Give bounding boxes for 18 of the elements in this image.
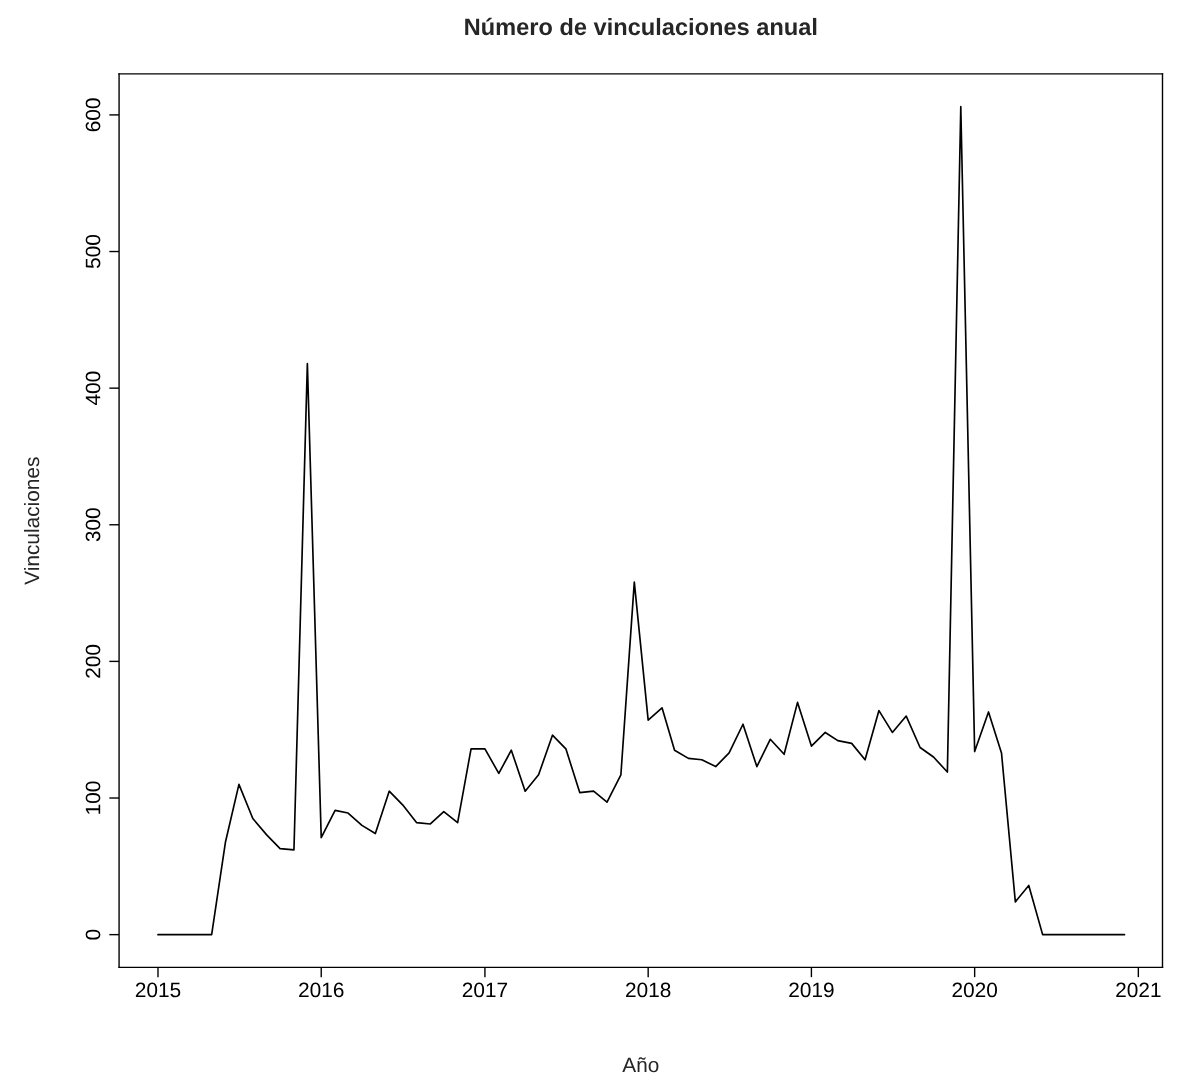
y-tick-label: 500 <box>85 234 101 269</box>
x-tick-label: 2015 <box>135 982 181 998</box>
x-tick-label: 2017 <box>462 982 508 998</box>
x-tick-label: 2021 <box>1116 982 1161 998</box>
x-tick-label: 2018 <box>626 982 671 998</box>
line-series <box>157 105 1126 936</box>
chart-title: Número de vinculaciones anual <box>465 17 817 36</box>
y-axis-title: Vinculaciones <box>23 457 40 585</box>
y-tick-label: 400 <box>85 371 101 406</box>
x-tick-label: 2016 <box>299 982 344 998</box>
y-tick-label: 600 <box>85 98 101 132</box>
y-tick-label: 0 <box>85 929 101 940</box>
y-tick-label: 300 <box>85 508 101 542</box>
x-tick-label: 2020 <box>952 982 998 998</box>
y-tick-label: 100 <box>85 781 101 814</box>
x-axis-title: Año <box>622 1057 659 1073</box>
x-tick-label: 2019 <box>789 982 834 998</box>
y-tick-label: 200 <box>85 644 101 678</box>
